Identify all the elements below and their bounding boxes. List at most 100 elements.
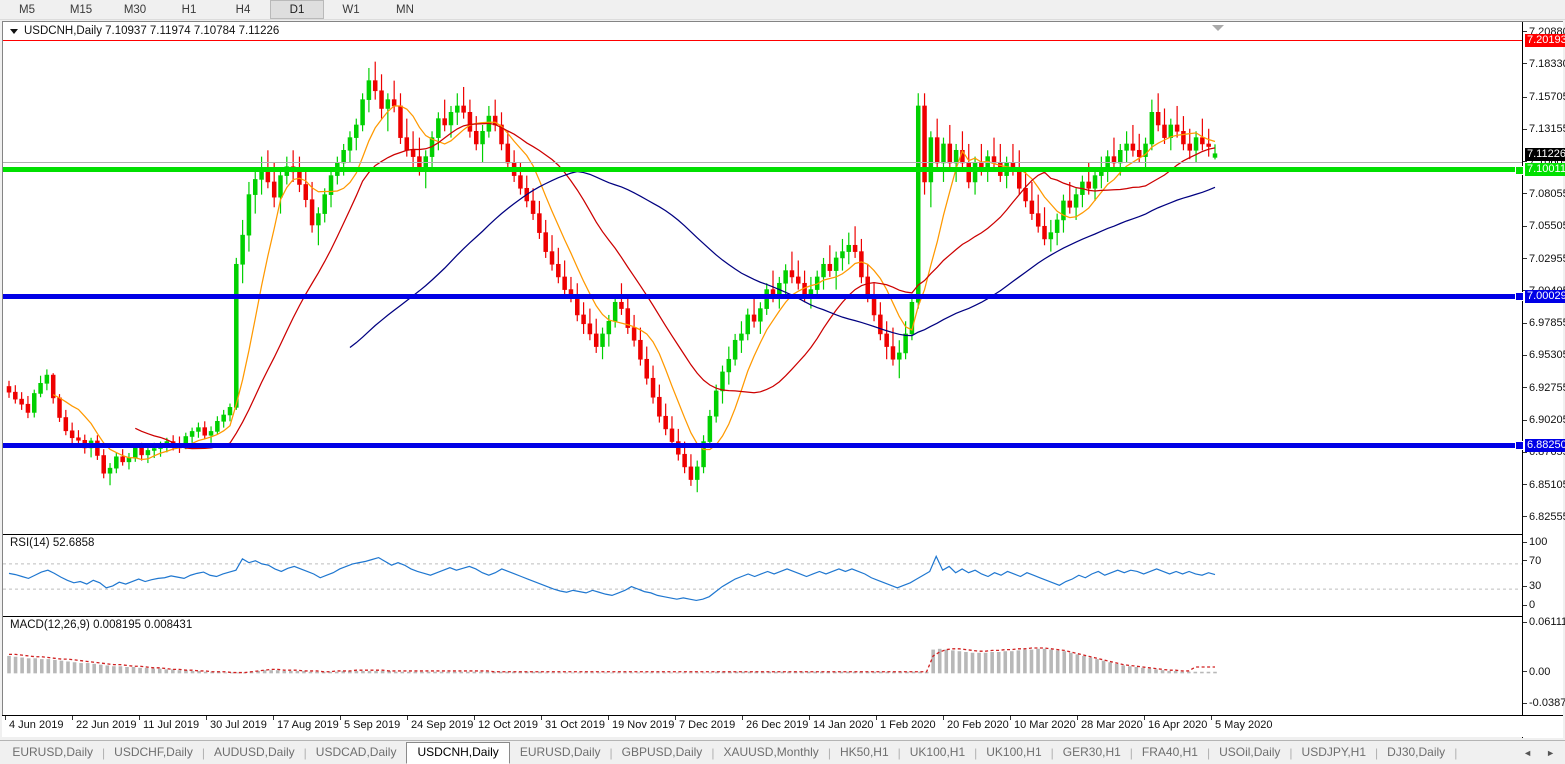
price-tick: 6.85105	[1523, 479, 1565, 491]
time-tick-mark	[809, 716, 810, 720]
price-tag: 6.88250	[1525, 438, 1565, 452]
price-level-3[interactable]	[3, 293, 1522, 299]
chart-tab-usdchf-daily[interactable]: USDCHF,Daily	[114, 745, 193, 759]
timeframe-button-w1[interactable]: W1	[342, 3, 360, 16]
timeframe-button-m15[interactable]: M15	[69, 3, 93, 16]
time-tick-label: 16 Apr 2020	[1148, 719, 1208, 731]
time-tick-label: 24 Sep 2019	[411, 719, 474, 731]
time-axis[interactable]: 4 Jun 2019 22 Jun 2019 11 Jul 2019 30 Jul 2…	[2, 715, 1563, 737]
price-level-handle-2[interactable]	[1515, 165, 1524, 175]
price-level-2[interactable]	[3, 167, 1522, 173]
time-tick-label: 31 Oct 2019	[545, 719, 605, 731]
chart-tab-fra40-h1[interactable]: FRA40,H1	[1141, 745, 1198, 759]
timeframe-button-m30[interactable]: M30	[123, 3, 147, 16]
rsi-tick: 0	[1523, 599, 1535, 611]
price-tick: 7.18330	[1523, 58, 1565, 70]
price-tick: 7.05505	[1523, 220, 1565, 232]
chevron-down-icon[interactable]	[10, 28, 18, 34]
price-tick: 7.08055	[1523, 188, 1565, 200]
price-axis-separator	[1522, 22, 1523, 738]
chart-tab-usoil-daily[interactable]: USOil,Daily	[1219, 745, 1281, 759]
price-level-handle-3[interactable]	[1515, 292, 1524, 302]
macd-pane[interactable]: MACD(12,26,9) 0.008195 0.008431	[3, 616, 1522, 714]
price-tick: 6.97855	[1523, 317, 1565, 329]
chart-header[interactable]: USDCNH,Daily 7.10937 7.11974 7.10784 7.1…	[10, 25, 279, 37]
tab-separator: |	[1129, 745, 1133, 760]
price-pane[interactable]	[3, 22, 1522, 533]
tab-scroll-right-icon[interactable]: ►	[1546, 747, 1555, 758]
tab-separator: |	[102, 745, 106, 760]
time-tick-label: 5 Sep 2019	[344, 719, 401, 731]
time-tick-label: 1 Feb 2020	[880, 719, 936, 731]
chart-tab-eurusd-daily[interactable]: EURUSD,Daily	[519, 745, 601, 759]
price-level-1[interactable]	[3, 161, 1522, 163]
rsi-plot	[3, 554, 1522, 602]
candlestick-plot	[6, 61, 1218, 493]
chart-frame[interactable]: USDCNH,Daily 7.10937 7.11974 7.10784 7.1…	[2, 21, 1565, 738]
macd-label: MACD(12,26,9) 0.008195 0.008431	[10, 619, 195, 631]
rsi-tick: 100	[1523, 536, 1547, 548]
time-tick-mark	[1077, 716, 1078, 720]
chart-header-text: USDCNH,Daily 7.10937 7.11974 7.10784 7.1…	[24, 25, 280, 37]
chart-tab-gbpusd-daily[interactable]: GBPUSD,Daily	[621, 745, 703, 759]
tab-separator: |	[1454, 745, 1458, 760]
time-tick-label: 4 Jun 2019	[9, 719, 64, 731]
time-tick-mark	[340, 716, 341, 720]
price-level-handle-4[interactable]	[1515, 441, 1524, 451]
macd-plot	[7, 647, 1217, 674]
chart-shift-marker-icon[interactable]	[1212, 25, 1224, 31]
chart-tab-uk100-h1[interactable]: UK100,H1	[909, 745, 966, 759]
chart-tab-usdcad-daily[interactable]: USDCAD,Daily	[315, 745, 397, 759]
rsi-pane[interactable]: RSI(14) 52.6858	[3, 534, 1522, 616]
rsi-tick: 30	[1523, 580, 1541, 592]
chart-tab-ger30-h1[interactable]: GER30,H1	[1062, 745, 1121, 759]
time-tick-label: 7 Dec 2019	[679, 719, 736, 731]
time-tick-label: 17 Aug 2019	[277, 719, 339, 731]
time-tick-label: 10 Mar 2020	[1014, 719, 1076, 731]
chart-tab-eurusd-daily[interactable]: EURUSD,Daily	[12, 745, 94, 759]
time-tick-label: 20 Feb 2020	[947, 719, 1009, 731]
price-tag: 7.10011	[1525, 163, 1565, 177]
price-tick: 7.02955	[1523, 253, 1565, 265]
price-level-0[interactable]	[3, 40, 1522, 42]
chart-tab-dj30-daily[interactable]: DJ30,Daily	[1387, 745, 1446, 759]
tab-separator: |	[1375, 745, 1379, 760]
chart-tab-xauusd-monthly[interactable]: XAUUSD,Monthly	[723, 745, 819, 759]
price-tag: 7.00029	[1525, 289, 1565, 303]
tab-scroll-left-icon[interactable]: ◄	[1523, 747, 1533, 758]
time-tick-mark	[407, 716, 408, 720]
time-tick-label: 12 Oct 2019	[478, 719, 538, 731]
price-tick: 6.95305	[1523, 349, 1565, 361]
time-tick-mark	[943, 716, 944, 720]
time-tick-mark	[675, 716, 676, 720]
chart-tabs: EURUSD,Daily | USDCHF,Daily | AUDUSD,Daily | U…	[0, 741, 1458, 764]
timeframe-button-m5[interactable]: M5	[19, 3, 35, 16]
timeframe-button-mn[interactable]: MN	[396, 3, 414, 16]
timeframe-button-h4[interactable]: H4	[235, 3, 251, 16]
timeframe-button-h1[interactable]: H1	[181, 3, 197, 16]
time-tick-mark	[273, 716, 274, 720]
chart-tab-usdjpy-h1[interactable]: USDJPY,H1	[1301, 745, 1367, 759]
price-level-4[interactable]	[3, 442, 1522, 448]
tab-separator: |	[974, 745, 978, 760]
price-tick: 6.82555	[1523, 511, 1565, 523]
chart-tab-usdcnh-daily[interactable]: USDCNH,Daily	[406, 741, 510, 764]
timeframe-button-d1[interactable]: D1	[270, 0, 324, 19]
price-tick: 7.15705	[1523, 91, 1565, 103]
chart-tab-uk100-h1[interactable]: UK100,H1	[986, 745, 1042, 759]
time-tick-label: 14 Jan 2020	[813, 719, 874, 731]
price-axis[interactable]: 7.20880 7.18330 7.15705 7.13155 7.10605 7.080…	[1523, 22, 1565, 738]
tab-separator: |	[711, 745, 715, 760]
time-tick-mark	[876, 716, 877, 720]
price-tick: 6.90205	[1523, 414, 1565, 426]
time-tick-mark	[1010, 716, 1011, 720]
tab-separator: |	[609, 745, 613, 760]
rsi-label: RSI(14) 52.6858	[10, 537, 97, 549]
time-tick-label: 28 Mar 2020	[1081, 719, 1143, 731]
chart-tab-audusd-daily[interactable]: AUDUSD,Daily	[213, 745, 295, 759]
price-tick: 6.92755	[1523, 382, 1565, 394]
chart-tab-hk50-h1[interactable]: HK50,H1	[839, 745, 889, 759]
time-tick-mark	[5, 716, 6, 720]
tab-separator: |	[827, 745, 831, 760]
